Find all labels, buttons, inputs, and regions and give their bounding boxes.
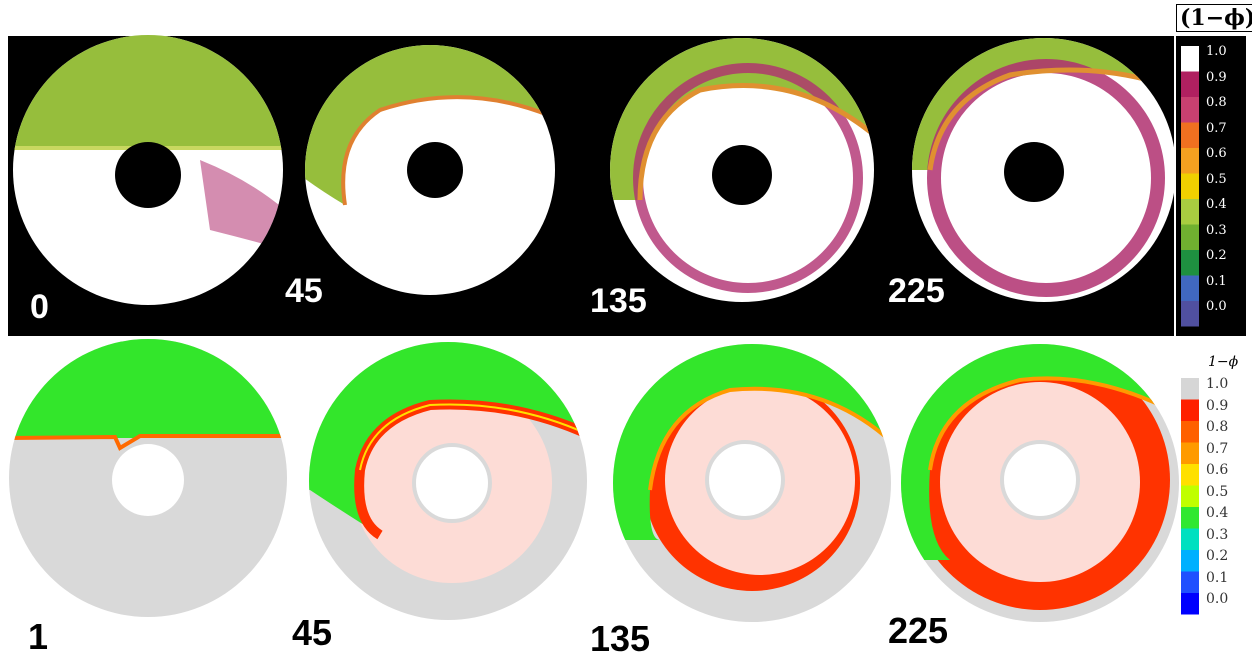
sim-colorbar-cell-8 (1181, 550, 1199, 572)
sim-colorbar-cell-10 (1181, 593, 1199, 615)
exp-disk-45 (305, 45, 555, 295)
exp-colorbar-tick-10: 0.0 (1206, 299, 1227, 314)
exp-colorbar-cell-8 (1181, 250, 1199, 276)
sim-label-225: 225 (888, 610, 949, 651)
sim-colorbar-cell-0 (1181, 378, 1199, 400)
exp-colorbar-cell-2 (1181, 97, 1199, 123)
exp-colorbar-tick-9: 0.1 (1206, 273, 1227, 289)
exp-label-45: 45 (285, 272, 323, 310)
sim-colorbar-cell-2 (1181, 421, 1199, 443)
sim-colorbar-cell-6 (1181, 507, 1199, 529)
sim-colorbar-tick-7: 0.3 (1206, 526, 1229, 543)
sim-disk-225 (901, 344, 1179, 622)
exp-colorbar-cell-3 (1181, 122, 1199, 148)
sim-colorbar-cell-4 (1181, 464, 1199, 486)
sim-colorbar-tick-4: 0.6 (1206, 462, 1229, 478)
sim-colorbar-cell-9 (1181, 571, 1199, 593)
exp-colorbar-tick-6: 0.4 (1206, 197, 1227, 212)
exp-colorbar-cell-5 (1181, 173, 1199, 199)
sim-colorbar-tick-10: 0.0 (1206, 591, 1229, 607)
sim-colorbar-tick-2: 0.8 (1206, 419, 1229, 435)
exp-colorbar (1176, 36, 1246, 336)
sim-label-45: 45 (292, 612, 333, 653)
exp-disk-0 (13, 35, 283, 305)
exp-colorbar-cell-1 (1181, 71, 1199, 97)
exp-colorbar-tick-8: 0.2 (1206, 248, 1227, 263)
sim-colorbar-tick-6: 0.4 (1206, 505, 1229, 521)
exp-colorbar-cell-7 (1181, 224, 1199, 250)
exp-colorbar-cell-0 (1181, 46, 1199, 72)
sim-colorbar-tick-5: 0.5 (1206, 483, 1229, 500)
sim-colorbar-tick-8: 0.2 (1206, 548, 1229, 564)
sim-disk-1 (9, 339, 287, 617)
exp-disk-135 (610, 38, 874, 302)
sim-colorbar-cell-1 (1181, 399, 1199, 421)
sim-label-1: 1 (28, 616, 49, 657)
exp-disk-225 (912, 38, 1176, 302)
sim-colorbar (1181, 378, 1199, 615)
sim-colorbar-cell-7 (1181, 528, 1199, 550)
exp-colorbar-cell-10 (1181, 301, 1199, 327)
sim-colorbar-tick-3: 0.7 (1206, 440, 1229, 457)
exp-colorbar-tick-7: 0.3 (1206, 222, 1227, 238)
exp-colorbar-tick-0: 1.0 (1206, 44, 1227, 59)
sim-colorbar-tick-0: 1.0 (1206, 376, 1229, 392)
exp-colorbar-cell-6 (1181, 199, 1199, 225)
exp-colorbar-tick-2: 0.8 (1206, 95, 1227, 110)
exp-colorbar-tick-3: 0.7 (1206, 120, 1227, 136)
exp-colorbar-cell-4 (1181, 148, 1199, 174)
sim-colorbar-cell-3 (1181, 442, 1199, 464)
sim-disk-135 (613, 344, 891, 622)
sim-colorbar-cell-5 (1181, 485, 1199, 507)
sim-colorbar-tick-1: 0.9 (1206, 397, 1229, 414)
sim-label-135: 135 (590, 618, 651, 659)
exp-colorbar-cell-9 (1181, 275, 1199, 301)
sim-disk-45 (309, 342, 587, 620)
exp-label-135: 135 (590, 282, 647, 320)
exp-colorbar-tick-1: 0.9 (1206, 69, 1227, 85)
exp-label-0: 0 (30, 288, 49, 326)
sim-colorbar-tick-9: 0.1 (1206, 569, 1229, 586)
exp-label-225: 225 (888, 272, 945, 310)
sim-colorbar-title: 1−ϕ (1208, 354, 1239, 370)
exp-colorbar-tick-5: 0.5 (1206, 171, 1227, 187)
exp-colorbar-title: (1−ϕ) (1176, 4, 1252, 32)
exp-colorbar-tick-4: 0.6 (1206, 146, 1227, 161)
